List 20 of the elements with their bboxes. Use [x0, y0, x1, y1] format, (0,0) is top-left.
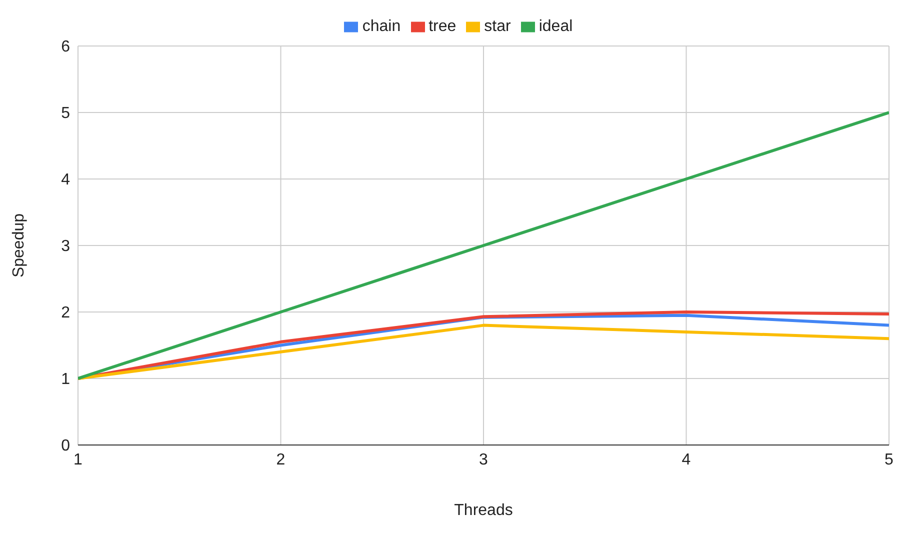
x-tick-label: 3 [479, 451, 488, 468]
x-tick-label: 1 [74, 451, 83, 468]
legend-label: ideal [538, 18, 573, 35]
x-tick-label: 2 [276, 451, 286, 468]
legend-label: tree [428, 18, 456, 35]
y-axis-title: Speedup [10, 213, 28, 278]
y-tick-label: 4 [61, 172, 70, 189]
y-tick-label: 5 [61, 105, 70, 122]
y-tick-label: 2 [61, 304, 70, 322]
line-series [78, 324, 889, 380]
x-axis-title: Threads [454, 502, 513, 519]
y-tick-label: 1 [61, 371, 70, 388]
x-tick-label: 4 [682, 451, 691, 468]
y-tick-label: 6 [61, 38, 70, 56]
x-tick-label: 5 [884, 451, 894, 468]
legend-label: chain [362, 18, 401, 35]
y-tick-label: 3 [61, 238, 70, 256]
legend-label: star [484, 18, 511, 35]
y-tick-label: 0 [61, 438, 70, 455]
line-series [78, 111, 889, 380]
